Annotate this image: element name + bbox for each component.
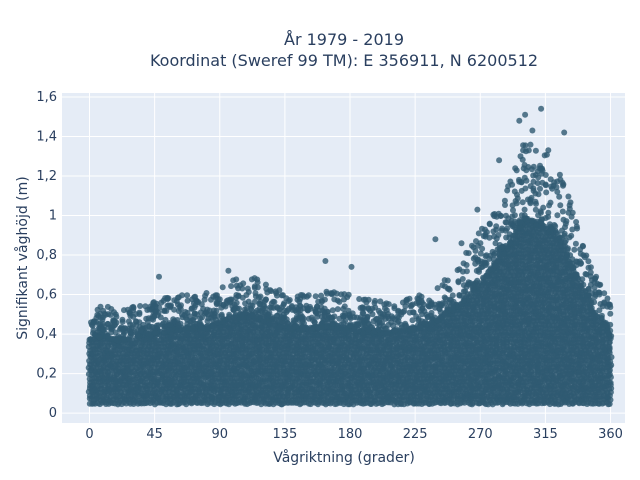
data-points <box>85 105 615 408</box>
chart-title-line1: År 1979 - 2019 <box>284 30 404 49</box>
chart-title-line2: Koordinat (Sweref 99 TM): E 356911, N 62… <box>150 51 538 70</box>
